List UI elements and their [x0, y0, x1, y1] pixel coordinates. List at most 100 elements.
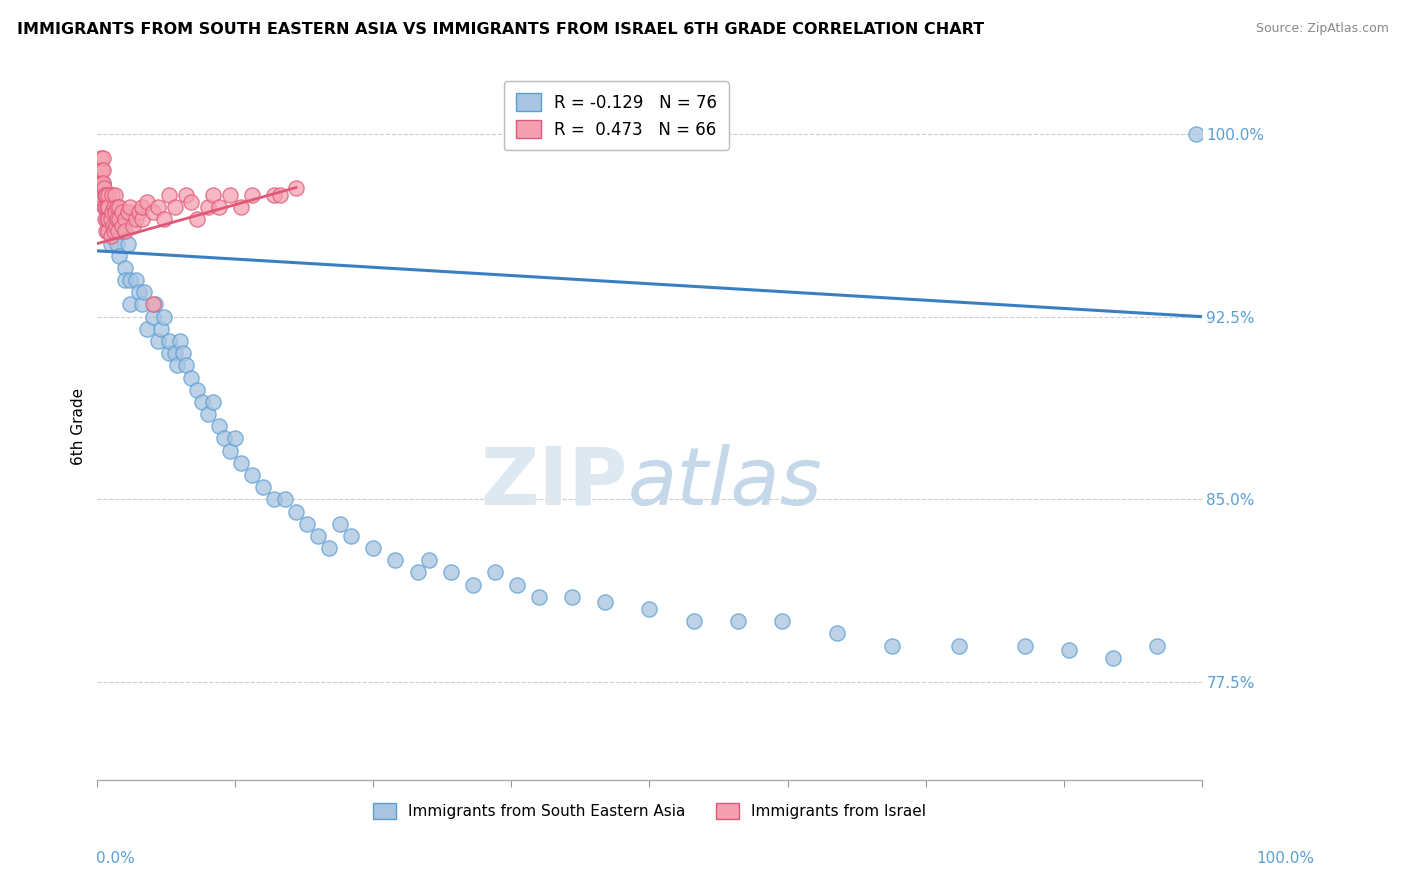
- Point: [1014, 639, 1036, 653]
- Point: [105, 219, 128, 234]
- Point: [263, 492, 285, 507]
- Point: [152, 310, 174, 324]
- Point: [229, 456, 252, 470]
- Point: [682, 614, 704, 628]
- Point: [93, 180, 115, 194]
- Point: [527, 590, 550, 604]
- Point: [1102, 650, 1125, 665]
- Point: [197, 200, 219, 214]
- Point: [440, 566, 463, 580]
- Point: [191, 395, 214, 409]
- Point: [131, 297, 153, 311]
- Point: [218, 187, 240, 202]
- Point: [146, 200, 169, 214]
- Point: [97, 212, 120, 227]
- Point: [142, 297, 165, 311]
- Point: [120, 273, 142, 287]
- Point: [418, 553, 440, 567]
- Point: [318, 541, 340, 555]
- Point: [114, 260, 136, 275]
- Point: [105, 212, 128, 227]
- Point: [91, 163, 114, 178]
- Point: [180, 370, 202, 384]
- Point: [224, 432, 246, 446]
- Point: [214, 432, 236, 446]
- Point: [90, 151, 112, 165]
- Point: [97, 212, 120, 227]
- Point: [169, 334, 191, 348]
- Point: [97, 224, 120, 238]
- Point: [125, 212, 148, 227]
- Point: [90, 163, 112, 178]
- Point: [114, 212, 136, 227]
- Point: [100, 187, 122, 202]
- Point: [948, 639, 970, 653]
- Point: [180, 195, 202, 210]
- Point: [208, 419, 231, 434]
- Point: [103, 200, 125, 214]
- Point: [104, 205, 127, 219]
- Point: [1057, 643, 1080, 657]
- Point: [104, 187, 127, 202]
- Point: [285, 505, 308, 519]
- Point: [94, 187, 117, 202]
- Point: [329, 516, 352, 531]
- Point: [107, 224, 129, 238]
- Point: [97, 200, 120, 214]
- Point: [111, 219, 134, 234]
- Point: [202, 395, 225, 409]
- Point: [307, 529, 329, 543]
- Point: [108, 200, 131, 214]
- Point: [561, 590, 583, 604]
- Point: [240, 468, 263, 483]
- Text: atlas: atlas: [627, 444, 823, 522]
- Point: [128, 205, 150, 219]
- Point: [121, 219, 143, 234]
- Point: [484, 566, 506, 580]
- Point: [174, 359, 197, 373]
- Point: [100, 205, 122, 219]
- Point: [89, 163, 111, 178]
- Point: [131, 200, 153, 214]
- Point: [595, 595, 617, 609]
- Point: [150, 322, 173, 336]
- Point: [91, 176, 114, 190]
- Point: [263, 187, 285, 202]
- Point: [105, 200, 128, 214]
- Point: [882, 639, 904, 653]
- Point: [363, 541, 385, 555]
- Point: [166, 359, 188, 373]
- Point: [93, 200, 115, 214]
- Point: [103, 224, 125, 238]
- Point: [114, 273, 136, 287]
- Point: [240, 187, 263, 202]
- Point: [91, 151, 114, 165]
- Point: [96, 224, 118, 238]
- Point: [1146, 639, 1168, 653]
- Point: [111, 224, 134, 238]
- Point: [252, 480, 274, 494]
- Text: Source: ZipAtlas.com: Source: ZipAtlas.com: [1256, 22, 1389, 36]
- Point: [274, 492, 297, 507]
- Point: [136, 195, 159, 210]
- Point: [128, 285, 150, 300]
- Point: [163, 200, 186, 214]
- Point: [132, 285, 155, 300]
- Point: [157, 334, 180, 348]
- Point: [100, 229, 122, 244]
- Text: IMMIGRANTS FROM SOUTH EASTERN ASIA VS IMMIGRANTS FROM ISRAEL 6TH GRADE CORRELATI: IMMIGRANTS FROM SOUTH EASTERN ASIA VS IM…: [17, 22, 984, 37]
- Point: [174, 187, 197, 202]
- Point: [96, 187, 118, 202]
- Point: [120, 297, 142, 311]
- Point: [146, 334, 169, 348]
- Point: [136, 322, 159, 336]
- Text: 0.0%: 0.0%: [96, 852, 135, 866]
- Point: [506, 577, 529, 591]
- Point: [197, 407, 219, 421]
- Point: [105, 236, 128, 251]
- Point: [143, 297, 166, 311]
- Point: [96, 200, 118, 214]
- Point: [131, 212, 153, 227]
- Point: [103, 200, 125, 214]
- Point: [97, 224, 120, 238]
